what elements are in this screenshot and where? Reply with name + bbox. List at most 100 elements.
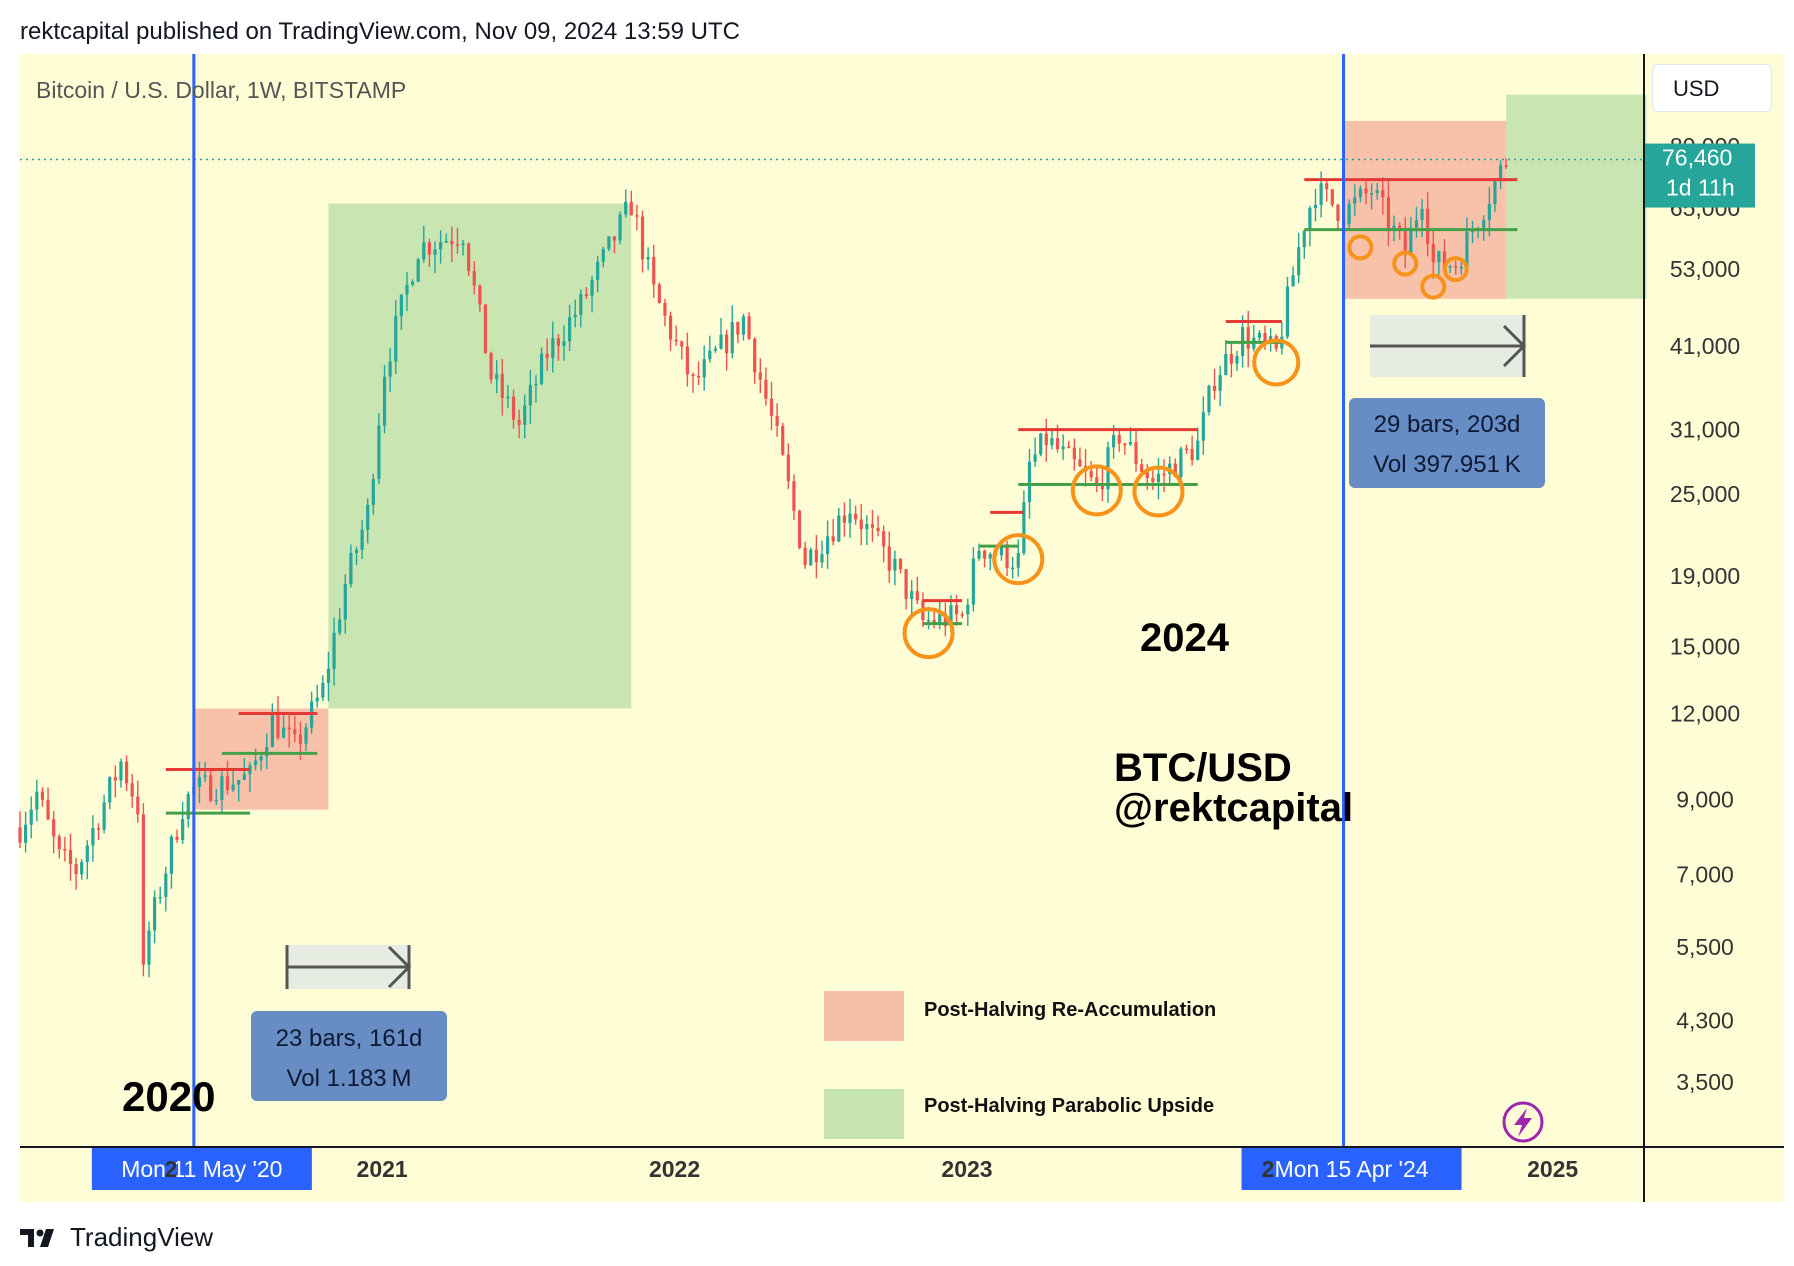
candle-body [680,341,684,347]
year-2020-label: 2020 [122,1073,215,1120]
halving-date-badge [91,1148,312,1190]
candle-body [842,515,847,523]
candle-body [1386,197,1391,230]
legend-swatch-parabolic [824,1089,904,1139]
candle-body [1414,220,1419,228]
candle-body [1224,353,1228,376]
candle-body [80,861,84,875]
price-tick-label: 4,300 [1676,1007,1734,1033]
candle-body [1207,385,1211,413]
candle-body [579,294,583,315]
watermark-pair: BTC/USD [1114,746,1292,790]
candle-body [1498,165,1503,182]
candle-body [1291,275,1295,287]
candle-body [147,930,151,965]
measure-label-box-2020 [251,1011,447,1101]
candle-body [1027,461,1032,503]
candle-body [416,259,420,282]
candle-body [910,591,914,599]
legend: Post-Halving Re-Accumulation Post-Halvin… [824,991,1216,1139]
candle-body [1465,231,1469,268]
low-circle [1420,273,1447,300]
candle-body [893,558,897,571]
candle-body [696,375,701,378]
candle-body [854,513,858,520]
candle-body [1504,165,1508,167]
candle-body [960,614,964,616]
candle-body [1375,190,1379,194]
candle-body [225,776,230,791]
tv-logo-dot [36,1229,44,1236]
candle-body [1184,448,1189,451]
candle-body [517,419,521,425]
candle-body [478,285,482,305]
candle-body [124,761,129,784]
candle-body [730,322,734,354]
candle-body [220,776,224,800]
candle-body [410,281,415,285]
zone-3 [1506,94,1647,299]
candle-body [545,353,549,359]
candle-body [865,524,869,530]
measure-2024-line2: Vol 397.951 K [1373,451,1521,478]
candle-body [96,828,101,830]
low-circle [1347,234,1374,261]
candle-body [803,547,807,566]
candle-body [932,619,936,624]
candle-body [265,746,269,757]
halving-layer: Mon 11 May '20 Mon 15 Apr '24 [91,54,1462,1190]
candle-body [1078,459,1082,467]
lightning-icon[interactable] [1502,1101,1544,1143]
candle-body [1448,266,1452,268]
candle-body [1297,247,1301,276]
candle-body [1162,473,1166,476]
candle-body [562,341,566,347]
candle-body [635,215,639,217]
candle-body [298,734,303,744]
candle-body [736,322,740,335]
candle-body [444,240,448,243]
candle-body [758,372,762,380]
candle-body [954,605,959,615]
candle-body [943,613,947,627]
publish-header: rektcapital published on TradingView.com… [20,18,740,45]
candle-body [876,527,880,532]
candle-body [1095,477,1099,485]
candle-body [528,384,532,406]
candle-body [882,531,886,547]
currency-button[interactable]: USD [1652,64,1772,112]
candle-body [382,376,387,426]
candle-body [354,549,359,554]
candle-body [231,784,235,791]
candle-body [91,828,95,846]
candle-body [1487,204,1491,221]
candle-body [1140,464,1144,472]
candle-body [472,270,476,286]
candle-body [786,454,790,482]
candle-body [898,558,903,570]
candle-body [1005,544,1009,569]
measure-2020-line2: Vol 1.183 M [287,1065,412,1092]
candle-body [360,529,364,550]
candle-body [181,819,185,840]
measure-tool-2020[interactable]: 23 bars, 161d Vol 1.183 M [251,945,447,1101]
candle-body [702,359,706,378]
halving-date-label: Mon 11 May '20 [121,1156,282,1182]
last-price-countdown: 1d 11h [1666,175,1735,201]
candle-body [1482,220,1486,229]
candle-body [506,396,510,399]
candle-body [966,604,970,615]
candle-body [568,317,572,342]
candle-body [321,682,325,698]
candle-body [753,338,757,373]
candle-body [136,796,140,815]
candle-body [46,799,50,820]
candle-body [399,294,403,317]
candle-body [495,373,499,380]
candle-body [315,697,319,702]
measure-tool-2024[interactable]: 29 bars, 203d Vol 397.951 K [1349,315,1545,488]
candle-body [1179,448,1183,477]
candle-body [971,558,976,605]
candle-body [999,544,1004,556]
